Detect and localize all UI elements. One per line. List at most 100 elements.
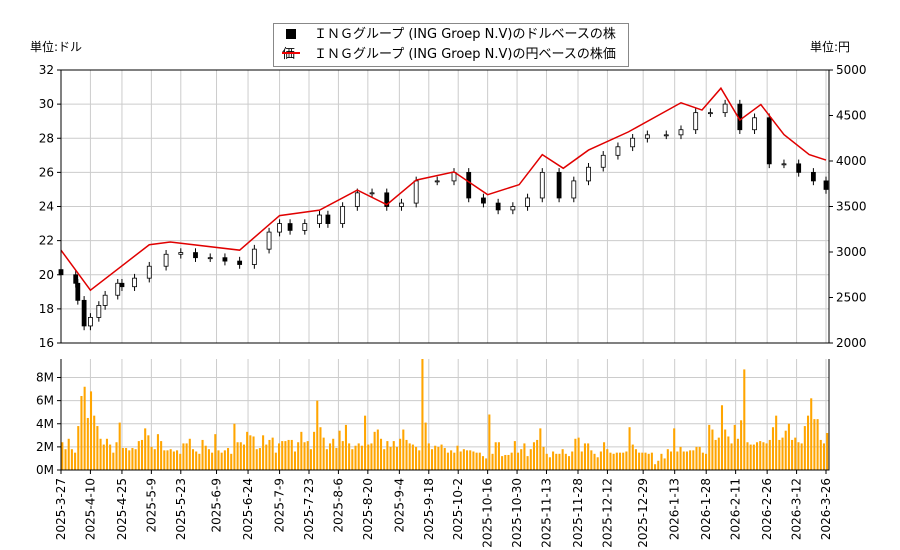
legend: ＩＮＧグループ (ING Groep N.V)のドルベースの株価 ＩＮＧグループ… [273,23,629,67]
volume-tick-label: 0M [36,463,54,477]
volume-bar [112,452,115,470]
volume-bar [526,456,529,470]
candle-body [663,134,669,137]
candle-body [193,252,198,259]
volume-tick-label: 6M [36,394,54,408]
right-unit-label: 単位:円 [810,40,851,54]
volume-bar [408,443,411,470]
volume-bar [478,452,481,470]
candle-body [75,282,81,301]
candle-body [73,274,79,284]
legend-item-jpy: ＩＮＧグループ (ING Groep N.V)の円ベースの株価 [282,45,616,65]
candle-body [600,154,606,168]
volume-bar [227,448,230,470]
volume-bar [156,434,159,470]
volume-bar [501,456,504,470]
candle-body [752,117,757,131]
volume-bar [724,429,727,470]
candle-body [340,206,346,224]
volume-bar [430,449,434,470]
volume-bar [819,439,822,470]
volume-bar [265,444,268,470]
volume-bar [797,442,800,470]
volume-bar [306,441,309,470]
volume-bar [338,430,341,470]
candle-body [615,146,621,156]
candle-body [132,277,137,288]
y-right-tick-label: 5000 [836,63,867,77]
candle-body [693,112,699,131]
x-tick-label: 2026-3-12 [790,478,804,540]
volume-bar [214,434,217,470]
volume-bar [134,449,137,470]
y-left-tick-label: 28 [39,131,54,145]
volume-bar [405,439,408,470]
volume-bar [695,446,698,470]
x-tick-label: 2025-9-4 [392,478,406,532]
volume-bar [373,431,376,470]
legend-label-jpy: ＩＮＧグループ (ING Groep N.V)の円ベースの株価 [314,47,616,62]
volume-bar [746,442,749,470]
candle-body [766,117,772,165]
volume-bar [803,426,806,470]
candle-body [287,223,293,231]
volume-bar [494,442,497,470]
volume-bar [580,451,583,470]
jpy-price-line [60,86,827,292]
y-right-tick-label: 3000 [836,245,867,259]
candle-body [325,214,331,224]
black-square-icon [286,29,296,39]
volume-bar [246,431,249,470]
volume-bar [102,444,105,470]
volume-bar [641,452,644,470]
volume-bar [826,433,829,470]
candle-body [810,171,816,182]
volume-bar [822,443,825,470]
x-tick-label: 2026-2-11 [729,478,743,540]
volume-bar [172,451,175,470]
volume-bar [109,444,112,470]
volume-bar [421,359,424,470]
x-tick-label: 2025-11-13 [539,478,553,548]
volume-bar [574,438,577,470]
candle-body [384,192,390,207]
volume-bar [481,456,485,470]
volume-bar [105,438,108,470]
y-left-tick-label: 20 [39,268,54,282]
volume-bar [89,391,93,470]
x-tick-label: 2025-7-23 [302,478,316,540]
volume-bar [440,444,443,470]
candle-body [466,171,472,199]
x-tick-label: 2025-4-10 [83,478,97,540]
volume-bar [606,449,609,470]
volume-bar [182,443,185,470]
volume-bar [274,452,277,470]
volume-bar [223,450,226,470]
volume-bar [810,398,813,470]
x-tick-label: 2025-5-23 [174,478,188,540]
volume-bar [242,444,246,470]
volume-bar [705,453,708,470]
volume-bar [399,438,402,470]
volume-bar [567,456,571,470]
volume-bar [558,453,561,470]
volume-bar [676,451,679,470]
volume-tick-label: 2M [36,440,54,454]
volume-bar [504,454,507,470]
candle-body [495,202,501,211]
volume-bar [67,438,70,470]
volume-bar [271,437,274,470]
volume-bar [638,452,641,470]
candle-body [119,282,125,288]
volume-bar [778,439,781,470]
candle-body [586,166,591,182]
volume-bar [140,439,144,470]
volume-bar [666,449,669,470]
candle-body [81,299,87,327]
volume-bar [469,450,472,470]
red-line-icon [282,52,300,54]
volume-bar [771,427,775,470]
volume-bar [166,450,169,470]
x-tick-label: 2025-4-25 [115,478,129,540]
volume-bar [77,426,80,470]
